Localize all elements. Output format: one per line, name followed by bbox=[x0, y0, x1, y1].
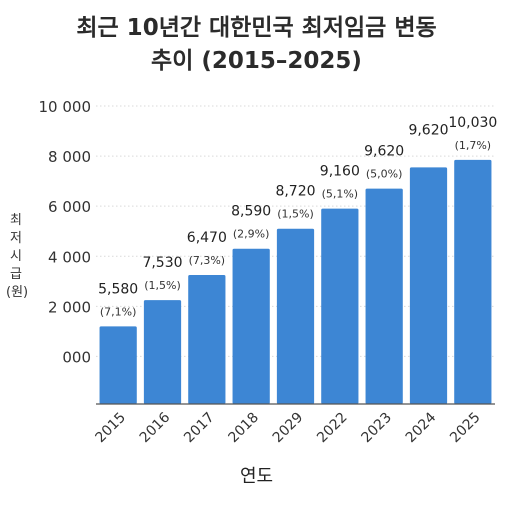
data-value-label: 6,470 bbox=[187, 230, 227, 246]
x-tick-label: 2017 bbox=[181, 410, 218, 447]
y-axis-label-char: 저 bbox=[10, 231, 22, 246]
data-change-label: (1,7%) bbox=[455, 139, 492, 152]
data-value-label: 10,030 bbox=[448, 115, 497, 131]
data-change-label: (1,5%) bbox=[144, 279, 181, 292]
data-change-label: (5,1%) bbox=[322, 188, 359, 201]
x-tick-label: 2016 bbox=[137, 409, 174, 446]
y-axis-label-char: 시 bbox=[10, 249, 22, 264]
bar bbox=[143, 300, 182, 404]
data-value-label: 8,720 bbox=[275, 184, 315, 200]
y-tick-label: 8 000 bbox=[48, 148, 91, 166]
data-change-label: (1,5%) bbox=[277, 208, 314, 221]
data-value-label: 9,620 bbox=[364, 144, 404, 160]
bar bbox=[188, 275, 226, 404]
bar bbox=[409, 167, 448, 404]
x-tick-label: 2029 bbox=[270, 410, 307, 447]
data-change-label: (7,3%) bbox=[189, 254, 226, 267]
data-value-label: 9,160 bbox=[320, 164, 360, 180]
chart-title: 최근 10년간 대한민국 최저임금 변동 추이 (2015–2025) bbox=[0, 12, 513, 78]
bar bbox=[99, 326, 137, 404]
data-value-label: 9,620 bbox=[408, 122, 448, 138]
x-tick-label: 2023 bbox=[358, 410, 395, 447]
y-tick-label: 4 000 bbox=[48, 248, 91, 266]
y-tick-label: 2 000 bbox=[48, 298, 91, 316]
x-tick-label: 2024 bbox=[403, 409, 440, 446]
y-tick-label: 10 000 bbox=[39, 98, 92, 116]
data-value-label: 8,590 bbox=[231, 204, 271, 220]
y-tick-label: 6 000 bbox=[48, 198, 91, 216]
data-change-label: (7,1%) bbox=[100, 305, 137, 318]
x-tick-label: 2018 bbox=[225, 410, 262, 447]
chart-title-line-1: 최근 10년간 대한민국 최저임금 변동 bbox=[76, 15, 437, 41]
bar bbox=[365, 188, 403, 404]
bar bbox=[454, 159, 492, 404]
data-change-label: (5,0%) bbox=[366, 168, 403, 181]
x-tick-label: 2025 bbox=[447, 410, 484, 447]
y-axis-label-char: 급 bbox=[10, 267, 22, 282]
x-tick-label: 2015 bbox=[92, 410, 129, 447]
data-change-label: (2,9%) bbox=[233, 228, 270, 241]
y-tick-label: 000 bbox=[62, 348, 91, 366]
x-tick-label: 2022 bbox=[314, 410, 351, 447]
y-axis-label: 최 저 시 급 (원) bbox=[6, 212, 29, 302]
data-value-label: 7,530 bbox=[142, 255, 182, 271]
bar bbox=[232, 248, 270, 404]
bar bbox=[321, 208, 359, 404]
bar bbox=[276, 228, 315, 404]
data-value-label: 5,580 bbox=[98, 281, 138, 297]
x-axis-label: 연도 bbox=[239, 466, 274, 487]
y-axis-label-unit: (원) bbox=[6, 285, 29, 300]
y-axis-label-char: 최 bbox=[10, 213, 22, 228]
chart-title-line-2: 추이 (2015–2025) bbox=[151, 48, 362, 74]
